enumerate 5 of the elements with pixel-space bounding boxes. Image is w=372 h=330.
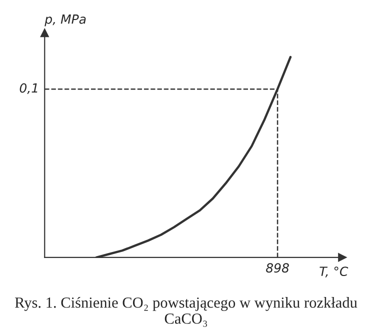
text: Rys. 1. Ciśnienie CO₂ powstającego w wyniku rozkładu CaCO₃ xyxy=(14,297,358,327)
y-axis-title: p, MPa xyxy=(44,14,86,26)
text: 898 xyxy=(266,263,289,273)
text: 0,1 xyxy=(20,83,38,94)
x-axis-title: T, °C xyxy=(320,266,348,278)
